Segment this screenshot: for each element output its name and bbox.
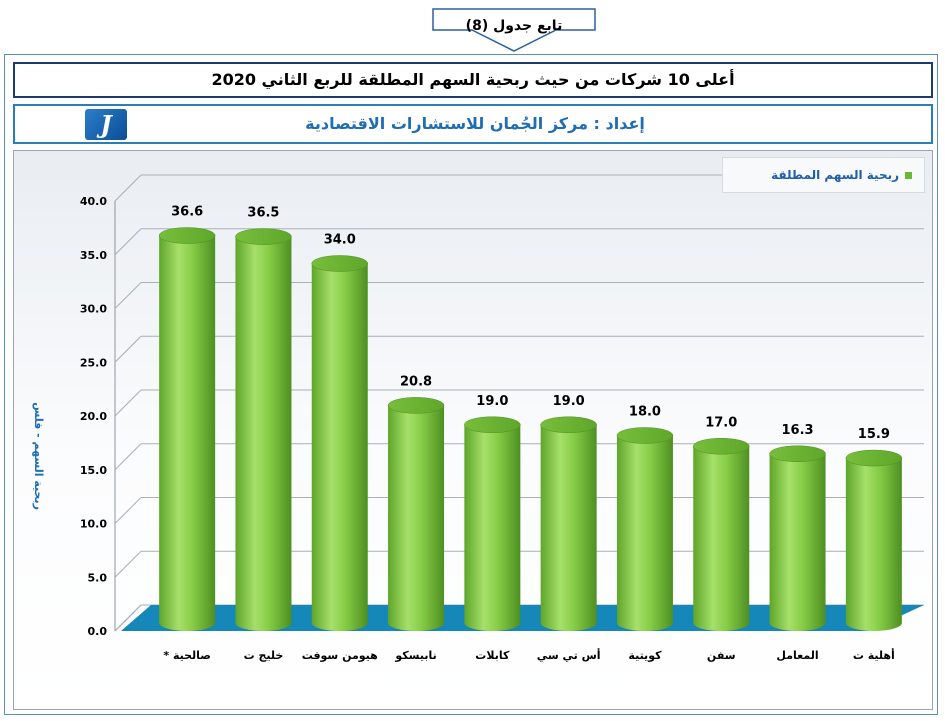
- bar-top: [845, 449, 903, 467]
- data-label: 17.0: [705, 415, 737, 430]
- bar-top: [769, 445, 826, 463]
- data-label: 15.9: [858, 427, 890, 442]
- outer-frame: [4, 54, 938, 715]
- bar: [693, 446, 750, 631]
- x-tick-label: المعامل: [776, 649, 818, 662]
- y-tick-label: 30.0: [80, 303, 107, 316]
- bar: [311, 263, 368, 631]
- source-text: إعداد : مركز الجُمان للاستشارات الاقتصاد…: [305, 114, 645, 133]
- bar-top: [616, 427, 674, 444]
- bar: [540, 424, 597, 631]
- data-label: 18.0: [629, 405, 661, 420]
- x-tick-label: كابلات: [475, 649, 510, 662]
- x-tick-label: هيومن سوفت: [302, 649, 378, 662]
- x-tick-label: صالحية *: [163, 649, 211, 662]
- y-tick-label: 5.0: [88, 571, 108, 584]
- bar-top: [540, 416, 597, 433]
- data-label: 34.0: [324, 233, 356, 248]
- y-axis-title: ربحية السهم - فلس: [32, 402, 45, 510]
- gridline-depth: [114, 389, 142, 417]
- data-label: 19.0: [553, 394, 585, 409]
- y-tick-label: 0.0: [88, 625, 108, 638]
- company-logo: J: [85, 109, 127, 140]
- gridline-depth: [114, 604, 142, 632]
- y-tick-label: 15.0: [80, 464, 107, 477]
- bar: [616, 435, 673, 631]
- data-label: 19.0: [476, 394, 508, 409]
- y-tick-label: 10.0: [80, 518, 107, 531]
- data-label: 36.5: [247, 206, 279, 221]
- gridline-depth: [114, 335, 142, 363]
- bar-top: [158, 227, 216, 244]
- x-tick-label: سفن: [707, 649, 736, 662]
- table-continuation-banner: تابع جدول (8): [432, 8, 596, 52]
- y-tick-label: 25.0: [80, 356, 107, 369]
- bar-top: [693, 438, 750, 455]
- bar: [845, 458, 902, 631]
- y-tick-label: 35.0: [80, 249, 107, 262]
- gridline-depth: [114, 443, 142, 471]
- x-tick-label: أس تي سي: [537, 648, 601, 662]
- y-tick-label: 20.0: [80, 410, 107, 423]
- gridline-depth: [114, 282, 142, 309]
- bar: [159, 235, 216, 632]
- legend-label: ربحية السهم المطلقة: [771, 168, 899, 182]
- source-box: إعداد : مركز الجُمان للاستشارات الاقتصاد…: [13, 104, 933, 144]
- data-label: 16.3: [782, 423, 814, 438]
- bar-top: [387, 397, 445, 414]
- x-tick-label: أهلية ت: [853, 648, 895, 662]
- bar: [769, 453, 826, 631]
- gridline-depth: [114, 228, 142, 256]
- page-title: أعلى 10 شركات من حيث ربحية السهم المطلقة…: [13, 62, 933, 98]
- data-label: 36.6: [171, 205, 203, 220]
- x-tick-label: خليج ت: [244, 649, 284, 662]
- banner-text: تابع جدول (8): [465, 18, 563, 34]
- bar-top: [235, 228, 292, 245]
- chart-legend: ربحية السهم المطلقة: [722, 157, 925, 193]
- y-tick-label: 40.0: [80, 195, 107, 208]
- gridline-depth: [114, 174, 142, 202]
- down-arrow-icon: [432, 8, 596, 52]
- legend-swatch: [905, 172, 912, 179]
- gridline-depth: [114, 497, 142, 524]
- bar: [235, 236, 292, 631]
- bar-chart: 0.0 5.0 10.0 15.0 20.0 25.0 30.0 35.0 40.0 ربحية …: [32, 174, 924, 662]
- bar: [464, 424, 521, 631]
- data-label: 20.8: [400, 374, 432, 389]
- bar: [388, 405, 445, 631]
- bar-top: [464, 416, 521, 433]
- x-tick-label: نابيسكو: [394, 649, 436, 662]
- x-tick-label: كويتية: [628, 649, 662, 662]
- bar-top: [311, 255, 368, 272]
- gridline-depth: [114, 550, 142, 578]
